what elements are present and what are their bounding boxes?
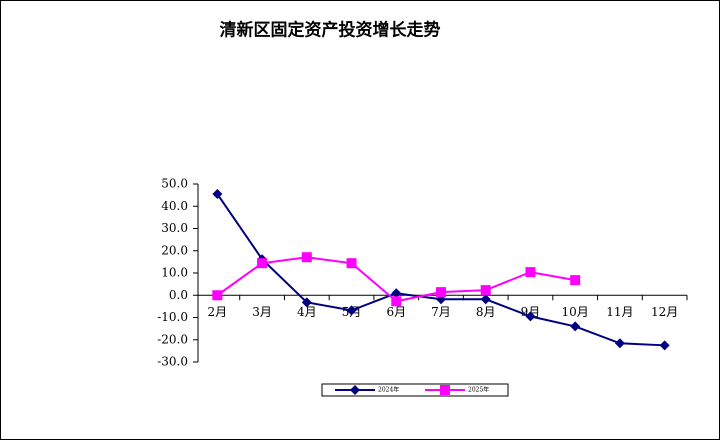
data-point — [391, 296, 402, 307]
y-tick-label: 40.0 — [161, 199, 188, 213]
data-point — [525, 311, 536, 322]
data-point — [570, 275, 581, 286]
y-tick-label: 50.0 — [161, 177, 188, 191]
y-tick-label: -30.0 — [157, 355, 188, 369]
x-tick-label: 6月 — [386, 305, 406, 319]
data-point — [480, 294, 491, 305]
data-point — [391, 288, 402, 299]
y-tick-label: 30.0 — [161, 221, 188, 235]
x-tick-label: 7月 — [431, 305, 451, 319]
data-point — [659, 340, 670, 351]
x-tick-label: 8月 — [476, 305, 496, 319]
x-tick-label: 4月 — [297, 305, 317, 319]
data-point — [436, 287, 446, 298]
x-tick-label: 10月 — [562, 305, 589, 319]
data-point — [346, 258, 357, 269]
x-tick-label: 2月 — [208, 305, 228, 319]
data-point — [480, 285, 491, 296]
x-tick-label: 3月 — [252, 305, 272, 319]
data-point — [346, 305, 357, 316]
x-tick-label: 11月 — [606, 305, 633, 319]
y-tick-label: -10.0 — [157, 310, 188, 324]
y-tick-label: 10.0 — [161, 266, 188, 280]
data-point — [212, 290, 223, 301]
legend-label: 2024年 — [378, 386, 399, 394]
y-tick-label: -20.0 — [157, 332, 188, 346]
x-tick-label: 12月 — [651, 305, 678, 319]
legend-marker — [440, 385, 450, 395]
y-tick-label: 0.0 — [169, 288, 188, 302]
data-point — [614, 338, 625, 349]
data-point — [525, 267, 536, 278]
chart-title: 清新区固定资产投资增长走势 — [220, 20, 441, 41]
data-point — [257, 258, 268, 269]
data-point — [301, 252, 312, 263]
data-point — [570, 321, 581, 332]
data-point — [301, 297, 312, 308]
legend-box — [321, 383, 509, 397]
data-point — [212, 189, 223, 200]
legend-marker — [350, 385, 360, 395]
legend-label: 2025年 — [468, 386, 489, 394]
y-tick-label: 20.0 — [161, 243, 188, 257]
